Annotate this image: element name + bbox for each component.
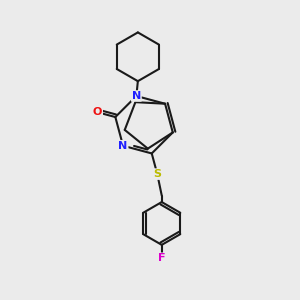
Text: N: N (118, 141, 128, 151)
Text: O: O (93, 107, 102, 117)
Text: F: F (158, 253, 166, 263)
Text: S: S (153, 169, 161, 179)
Text: N: N (132, 91, 141, 101)
